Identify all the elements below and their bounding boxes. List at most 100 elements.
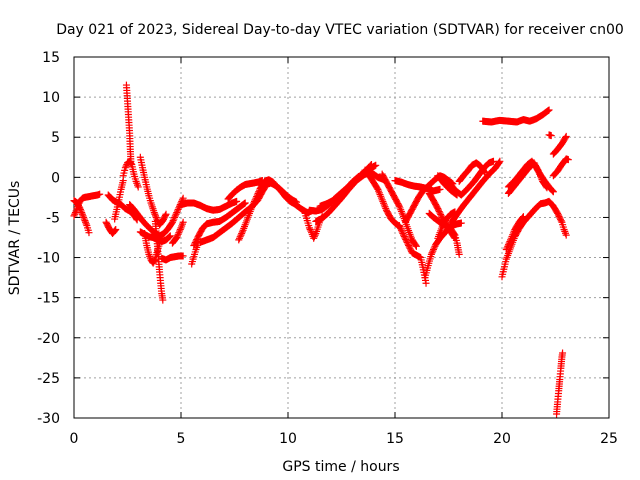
data-point bbox=[502, 246, 510, 254]
data-point bbox=[253, 191, 261, 199]
series-pass-21 bbox=[301, 209, 326, 242]
data-point bbox=[556, 215, 564, 223]
data-point bbox=[504, 242, 512, 250]
series-pass-17 bbox=[188, 239, 202, 268]
data-point bbox=[159, 296, 167, 304]
data-point bbox=[176, 225, 184, 233]
data-point bbox=[402, 237, 410, 245]
data-point bbox=[119, 177, 127, 185]
data-point bbox=[71, 209, 79, 217]
data-point bbox=[151, 256, 159, 264]
data-point bbox=[235, 234, 243, 242]
data-point bbox=[457, 219, 465, 227]
data-point bbox=[76, 205, 84, 213]
data-point bbox=[310, 233, 318, 241]
data-point bbox=[559, 349, 567, 357]
series-pass-03 bbox=[102, 218, 120, 237]
data-point bbox=[548, 186, 556, 194]
x-tick-label: 5 bbox=[177, 431, 186, 447]
data-point bbox=[506, 238, 514, 246]
data-point bbox=[258, 177, 266, 185]
axis-ticks: 0 5 10 15 20 25 -30 -25 -20 -15 -10 -5 0 5 10 15 bbox=[37, 50, 618, 447]
data-point bbox=[179, 252, 187, 260]
data-point bbox=[233, 197, 241, 205]
data-point bbox=[400, 231, 408, 239]
x-tick-label: 25 bbox=[600, 431, 618, 447]
series-pass-07 bbox=[111, 177, 127, 223]
data-point bbox=[549, 187, 557, 195]
data-point bbox=[165, 233, 173, 241]
data-point bbox=[134, 183, 142, 191]
data-point bbox=[168, 218, 176, 226]
data-point bbox=[554, 209, 562, 217]
data-point bbox=[399, 229, 407, 237]
series-pass-05 bbox=[122, 81, 135, 165]
data-point bbox=[248, 204, 256, 212]
data-point bbox=[161, 212, 169, 220]
data-point bbox=[422, 279, 430, 287]
data-point bbox=[237, 231, 245, 239]
data-point bbox=[436, 185, 444, 193]
x-tick-label: 10 bbox=[279, 431, 297, 447]
data-point bbox=[251, 196, 259, 204]
data-point bbox=[250, 199, 258, 207]
data-point bbox=[549, 188, 557, 196]
data-point bbox=[305, 224, 313, 232]
data-point bbox=[169, 217, 177, 225]
series-pass-02 bbox=[70, 197, 93, 237]
y-tick-label: -25 bbox=[37, 371, 60, 387]
y-axis-label: SDTVAR / TECUs bbox=[7, 181, 23, 296]
data-point bbox=[179, 194, 187, 202]
data-point bbox=[85, 229, 93, 237]
data-point bbox=[236, 233, 244, 241]
data-point bbox=[166, 233, 174, 241]
data-point bbox=[505, 239, 513, 247]
data-point bbox=[82, 220, 90, 228]
data-point bbox=[173, 232, 181, 240]
data-points bbox=[70, 81, 572, 418]
y-tick-label: -5 bbox=[46, 210, 60, 226]
data-point bbox=[395, 201, 403, 209]
series-pass-16 bbox=[190, 199, 249, 250]
data-point bbox=[235, 236, 243, 244]
data-point bbox=[401, 234, 409, 242]
data-point bbox=[561, 134, 569, 142]
data-point bbox=[173, 234, 181, 241]
data-point bbox=[150, 209, 158, 217]
data-point bbox=[80, 213, 88, 221]
data-point bbox=[430, 244, 438, 252]
data-point bbox=[96, 190, 104, 198]
series-pass-46 bbox=[553, 349, 567, 418]
series-pass-15 bbox=[177, 197, 241, 214]
data-point bbox=[430, 246, 438, 254]
plot-frame bbox=[73, 56, 610, 419]
data-point bbox=[77, 207, 85, 215]
data-point bbox=[171, 212, 179, 220]
chart-title: Day 021 of 2023, Sidereal Day-to-day VTE… bbox=[56, 22, 624, 38]
data-point bbox=[405, 241, 413, 249]
x-tick-label: 0 bbox=[70, 431, 79, 447]
data-point bbox=[451, 234, 459, 242]
data-point bbox=[405, 243, 413, 251]
data-point bbox=[310, 234, 318, 242]
data-point bbox=[71, 210, 79, 218]
y-tick-label: -30 bbox=[37, 411, 60, 427]
data-point bbox=[151, 210, 159, 218]
series-pass-33 bbox=[425, 189, 459, 242]
series-pass-43 bbox=[545, 131, 555, 140]
data-point bbox=[366, 162, 374, 170]
x-tick-label: 15 bbox=[386, 431, 404, 447]
data-point bbox=[435, 208, 443, 216]
data-point bbox=[397, 225, 405, 233]
data-point bbox=[556, 214, 564, 222]
data-point bbox=[367, 160, 375, 168]
x-tick-label: 20 bbox=[493, 431, 511, 447]
data-point bbox=[193, 236, 201, 244]
series-pass-38 bbox=[479, 106, 553, 126]
data-point bbox=[395, 221, 403, 229]
data-point bbox=[170, 215, 178, 223]
data-point bbox=[249, 201, 257, 209]
series-pass-26 bbox=[378, 170, 420, 250]
data-point bbox=[480, 167, 488, 175]
